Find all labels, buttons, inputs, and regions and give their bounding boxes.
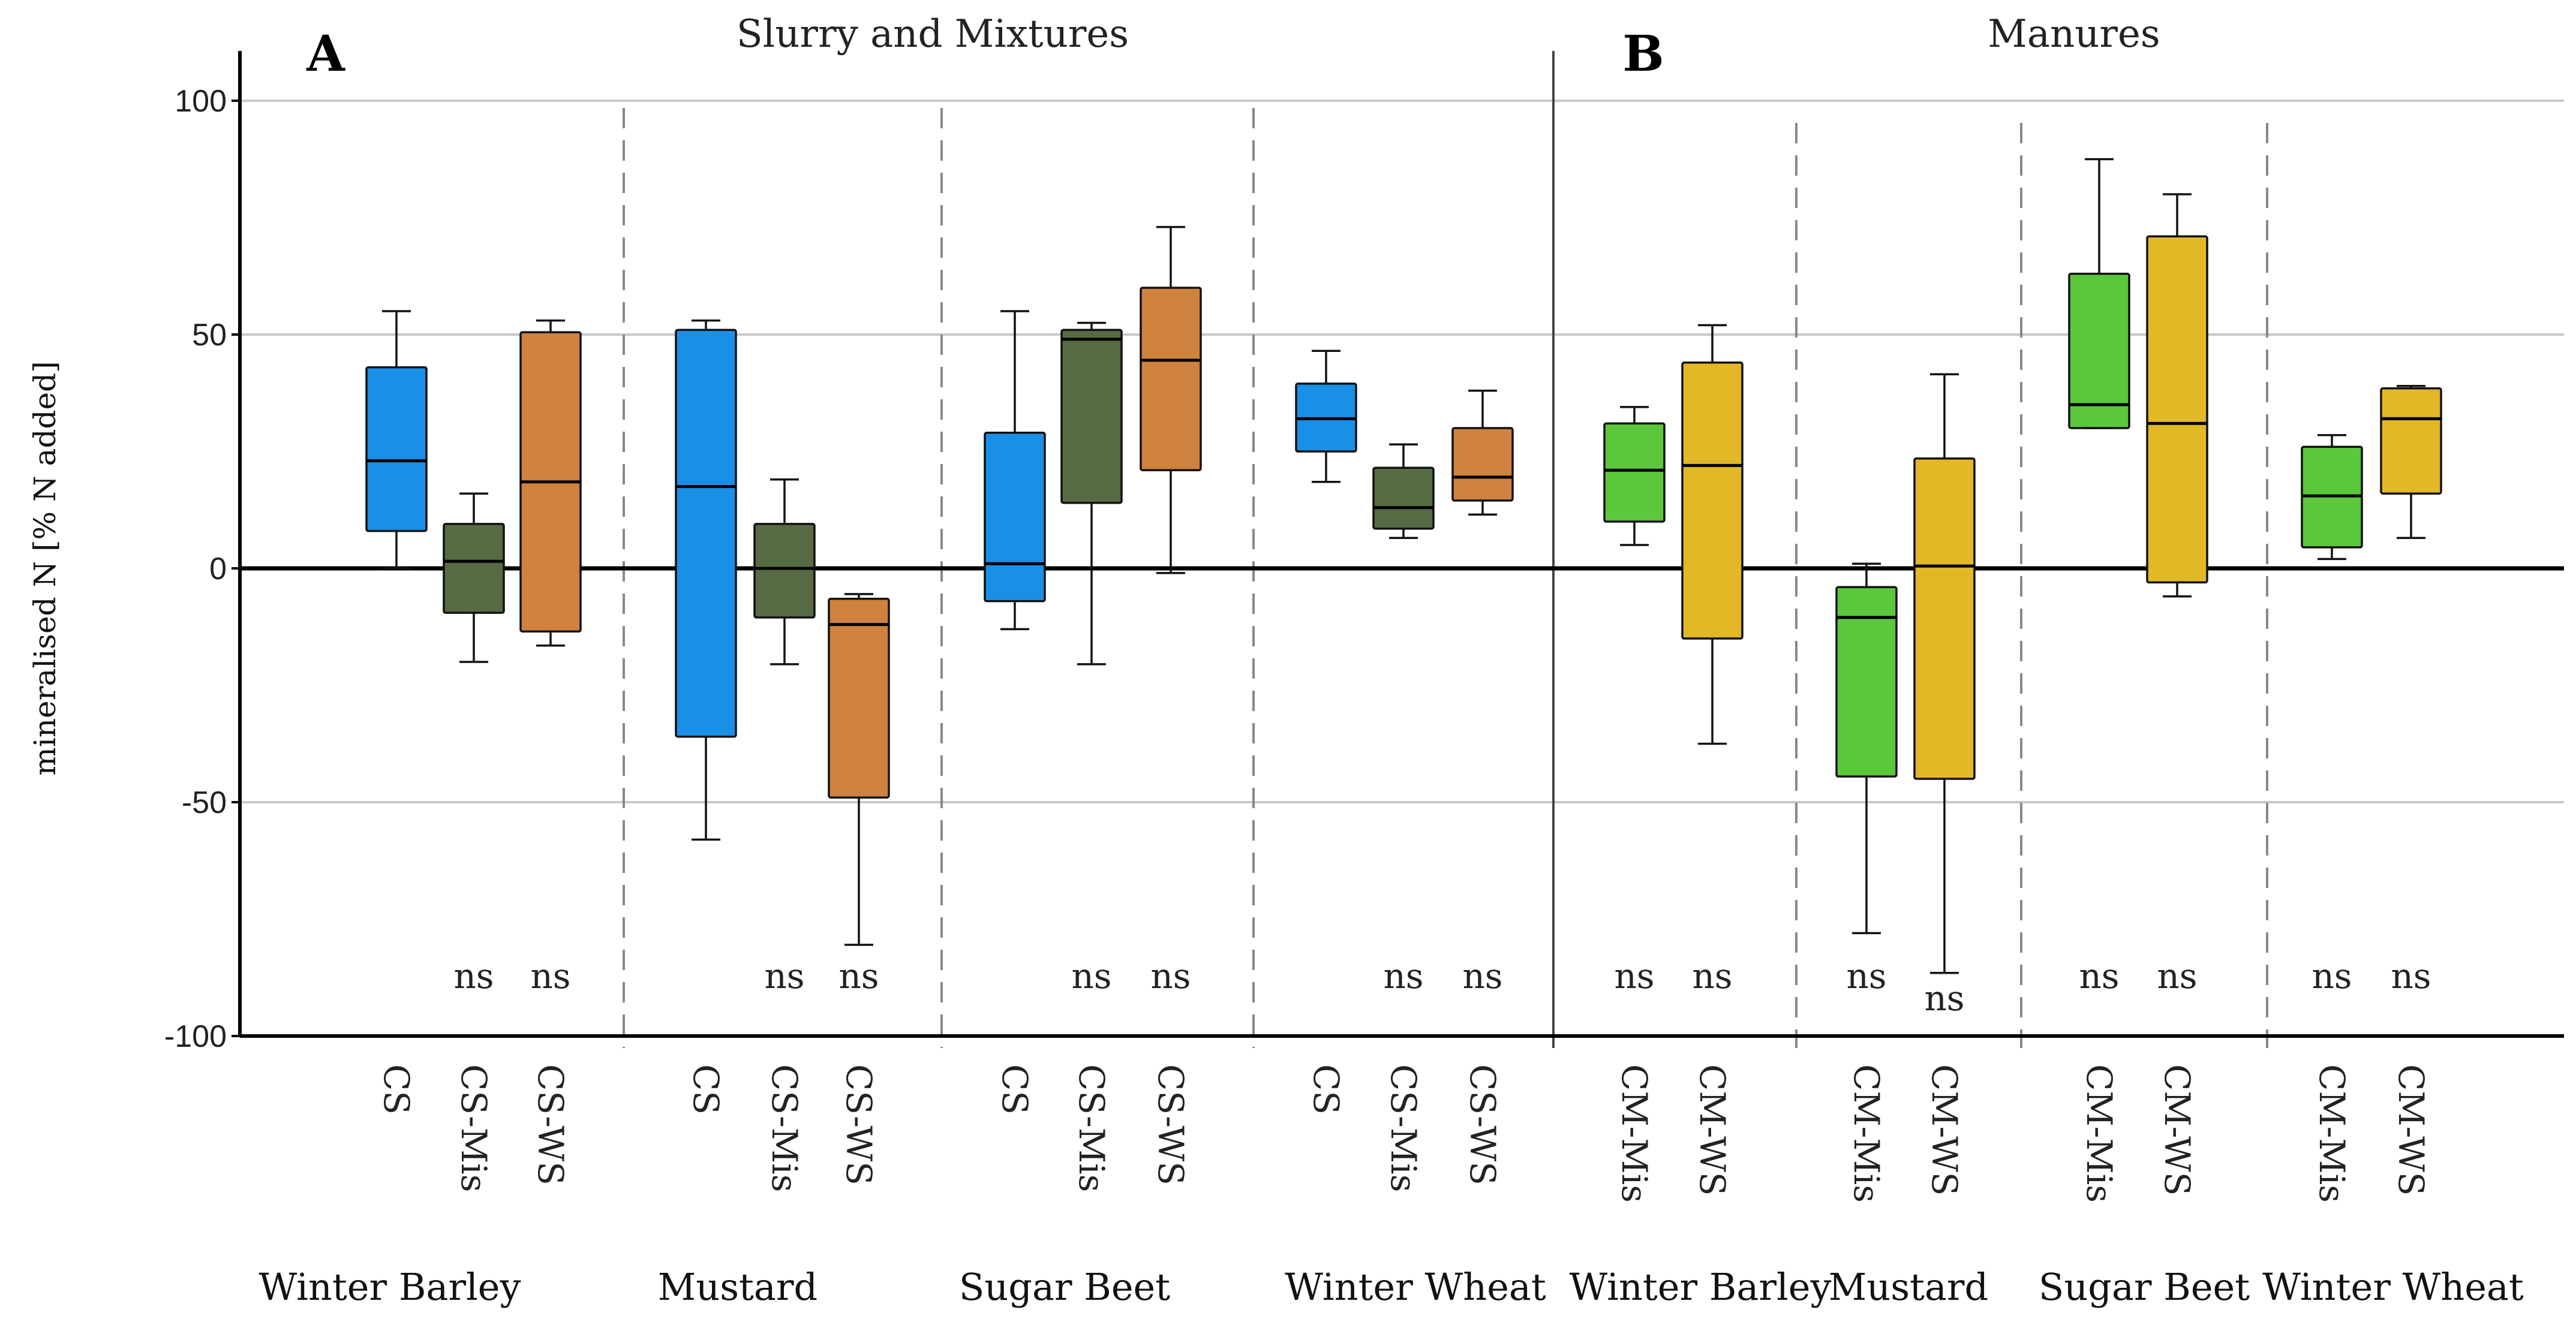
category-label: CS-WS: [1462, 1064, 1503, 1185]
significance-label: ns: [1614, 956, 1654, 996]
category-label: CS: [994, 1064, 1035, 1115]
significance-label: ns: [2391, 956, 2431, 996]
y-tick-label: 0: [209, 552, 227, 586]
crop-label: Mustard: [658, 1265, 817, 1309]
crop-label: Winter Wheat: [2262, 1265, 2524, 1309]
panel-title: Manures: [1988, 12, 2160, 56]
crop-label: Sugar Beet: [959, 1265, 1170, 1309]
box: [1835, 586, 1898, 778]
box: [1372, 466, 1435, 530]
gridlines: [240, 100, 2564, 803]
category-label: CS-WS: [838, 1064, 879, 1185]
y-tick-label: 50: [192, 318, 227, 353]
box: [1451, 427, 1514, 502]
box: [1060, 329, 1123, 504]
crop-label: Winter Wheat: [1285, 1265, 1546, 1309]
crop-label: Sugar Beet: [2039, 1265, 2250, 1309]
y-tick-label: -100: [164, 1019, 227, 1054]
y-axis-label: mineralised N [% N added]: [28, 361, 62, 775]
significance-label: ns: [1692, 956, 1732, 996]
category-label: CS-Mis: [1071, 1064, 1112, 1192]
box: [1913, 457, 1976, 780]
box: [984, 432, 1046, 603]
box: [1140, 287, 1202, 471]
box: [2068, 272, 2130, 429]
significance-label: ns: [2312, 956, 2352, 996]
category-label: CM-WS: [2391, 1064, 2431, 1196]
box: [365, 366, 428, 532]
panel-letter: B: [1622, 25, 1664, 83]
boxes: [365, 158, 2442, 974]
box: [2380, 387, 2442, 495]
category-label: CS-Mis: [1383, 1064, 1424, 1192]
category-label: CS-WS: [530, 1064, 571, 1185]
significance-label: ns: [1071, 956, 1111, 996]
category-label: CS: [1306, 1064, 1346, 1115]
significance-label: ns: [1150, 956, 1191, 996]
panel-letter: A: [306, 25, 345, 83]
y-tick-label: 100: [175, 84, 227, 119]
significance-label: ns: [764, 956, 804, 996]
significance-label: ns: [1846, 956, 1886, 996]
significance-label: ns: [1462, 956, 1502, 996]
box: [2146, 235, 2208, 584]
crop-label: Winter Barley: [1569, 1265, 1831, 1309]
crop-label: Winter Barley: [258, 1265, 521, 1309]
crop-label: Mustard: [1829, 1265, 1988, 1309]
box: [443, 523, 505, 614]
panel-title: Slurry and Mixtures: [737, 12, 1129, 56]
significance-label: ns: [1383, 956, 1423, 996]
labels: 100 50 0 -50 -100 mineralised N [% N added] A S…: [28, 12, 2524, 1309]
category-label: CS: [686, 1064, 726, 1115]
box: [1681, 362, 1744, 640]
category-label: CM-Mis: [2312, 1064, 2352, 1203]
category-label: CM-WS: [1924, 1064, 1965, 1196]
category-label: CM-Mis: [1846, 1064, 1887, 1203]
significance-label: ns: [2157, 956, 2197, 996]
category-label: CS-Mis: [453, 1064, 494, 1192]
box: [753, 523, 816, 619]
category-label: CM-WS: [2157, 1064, 2198, 1196]
category-label: CS: [376, 1064, 417, 1115]
y-tick-label: -50: [182, 785, 227, 820]
significance-label: ns: [1924, 978, 1964, 1019]
category-label: CM-Mis: [2079, 1064, 2120, 1203]
box: [675, 329, 737, 738]
significance-label: ns: [530, 956, 570, 996]
significance-label: ns: [838, 956, 879, 996]
significance-label: ns: [2079, 956, 2119, 996]
category-label: CM-WS: [1692, 1064, 1733, 1196]
category-label: CM-Mis: [1614, 1064, 1655, 1203]
box: [828, 597, 890, 799]
box: [1603, 422, 1666, 523]
category-label: CS-Mis: [764, 1064, 805, 1192]
group-separators: [623, 51, 2268, 1048]
significance-label: ns: [453, 956, 494, 996]
category-label: CS-WS: [1150, 1064, 1191, 1185]
